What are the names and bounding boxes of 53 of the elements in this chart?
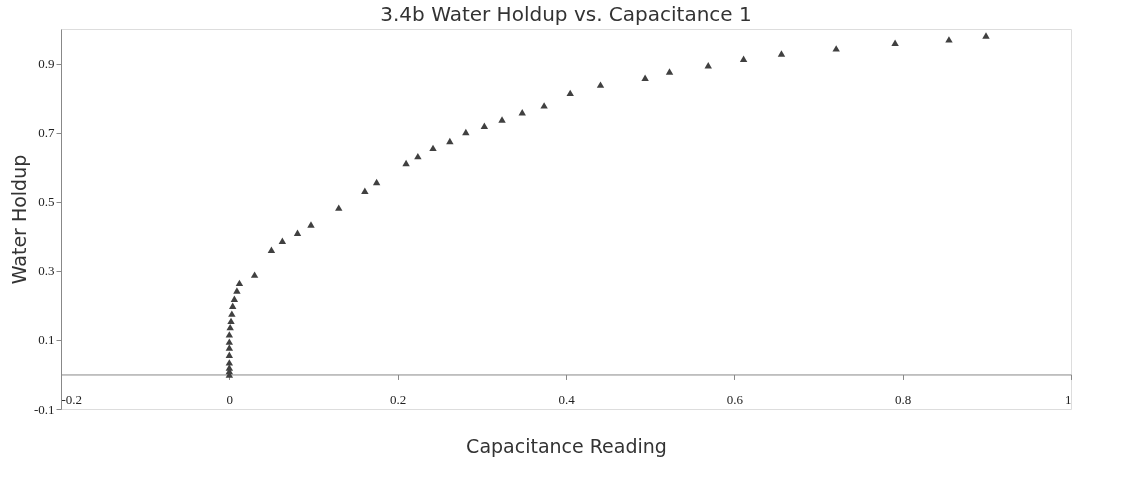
point — [230, 295, 239, 303]
point — [293, 229, 302, 237]
point — [566, 89, 574, 97]
point — [596, 81, 605, 88]
x-axis-title: Capacitance Reading — [466, 434, 667, 457]
y-tick-label: 0.9 — [38, 56, 55, 72]
point — [228, 302, 237, 309]
point — [540, 102, 548, 109]
point — [225, 331, 234, 338]
point — [832, 45, 840, 52]
y-tick-label: 0.7 — [38, 125, 55, 141]
point — [250, 271, 259, 278]
point — [226, 323, 234, 331]
point — [372, 178, 381, 186]
point — [945, 36, 953, 43]
point — [446, 137, 454, 145]
point — [225, 344, 234, 351]
x-tick-label: -0.2 — [61, 391, 83, 407]
x-tick-label: 0.4 — [558, 391, 576, 407]
point — [227, 317, 235, 325]
y-tick-label: 0.5 — [38, 194, 55, 210]
chart-title: 3.4b Water Holdup vs. Capacitance 1 — [380, 2, 752, 26]
point — [228, 310, 236, 317]
point — [891, 39, 899, 47]
point — [225, 338, 234, 345]
point — [739, 55, 748, 62]
point — [307, 221, 315, 228]
y-tick-label: 0.1 — [38, 332, 55, 348]
point — [225, 351, 234, 358]
x-tick-label: 0.6 — [726, 391, 744, 407]
y-tick-label: 0.3 — [38, 263, 55, 279]
x-tick-label: 0.2 — [390, 391, 407, 407]
point — [278, 237, 287, 244]
point — [267, 246, 276, 253]
point — [335, 204, 343, 211]
point — [480, 122, 489, 129]
x-tick-label: 0.8 — [895, 391, 912, 407]
x-tick-label: 0 — [226, 391, 234, 407]
y-axis-title: Water Holdup — [7, 154, 30, 285]
point — [641, 74, 649, 81]
point — [777, 50, 786, 57]
y-tick-label: -0.1 — [33, 401, 55, 417]
point — [429, 144, 437, 152]
point — [665, 68, 674, 75]
x-tick-label: 1 — [1065, 391, 1072, 407]
point — [235, 279, 244, 287]
point — [498, 116, 506, 123]
point — [982, 32, 990, 39]
point — [462, 128, 470, 136]
point — [233, 287, 241, 294]
point — [225, 364, 234, 371]
point — [225, 359, 234, 366]
point — [361, 187, 369, 194]
